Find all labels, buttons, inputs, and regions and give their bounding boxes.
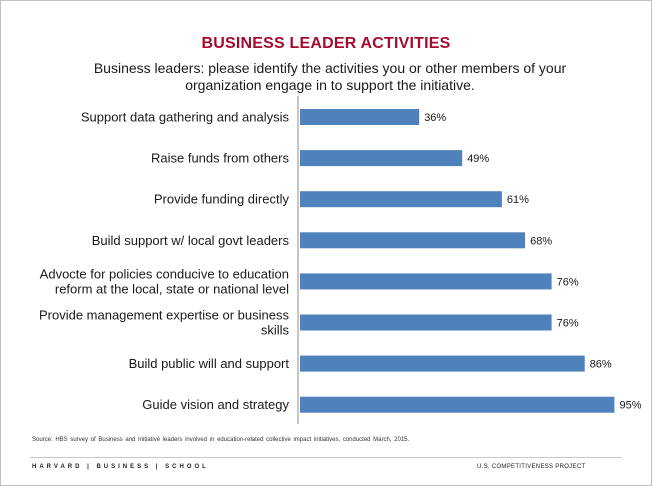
data-label: 36% [424, 112, 446, 124]
bar [300, 150, 463, 167]
data-label: 86% [590, 359, 612, 371]
category-label: Build public will and support [129, 356, 290, 371]
data-label: 49% [467, 153, 489, 165]
category-label: Support data gathering and analysis [81, 110, 290, 125]
data-label: 76% [557, 318, 579, 330]
source-note: Source: HBS survey of Business and Initi… [32, 437, 410, 443]
category-label: Build support w/ local govt leaders [92, 233, 290, 248]
footer-divider [30, 457, 622, 458]
data-label: 61% [507, 194, 529, 206]
bar [300, 314, 552, 331]
chart-title: BUSINESS LEADER ACTIVITIES [201, 35, 451, 52]
bar [300, 109, 420, 125]
category-label: Raise funds from others [151, 151, 290, 166]
bar [300, 232, 526, 249]
category-label: skills [261, 323, 290, 338]
category-label: Advocte for policies conducive to educat… [40, 266, 289, 281]
category-label: Provide management expertise or business [39, 308, 290, 323]
bar [300, 191, 502, 208]
bar [300, 273, 552, 290]
bar [300, 355, 585, 372]
project-name: U.S. COMPETITIVENESS PROJECT [477, 464, 586, 470]
data-label: 76% [557, 276, 579, 288]
chart-subtitle: Business leaders: please identify the ac… [93, 60, 567, 93]
data-label: 68% [530, 235, 552, 247]
bar [300, 396, 615, 413]
hbs-logo: HARVARD | BUSINESS | SCHOOL [32, 464, 209, 470]
category-label: Provide funding directly [154, 192, 290, 207]
category-label: Guide vision and strategy [142, 397, 289, 412]
data-label: 95% [620, 400, 642, 412]
category-label: reform at the local, state or national l… [55, 281, 289, 296]
